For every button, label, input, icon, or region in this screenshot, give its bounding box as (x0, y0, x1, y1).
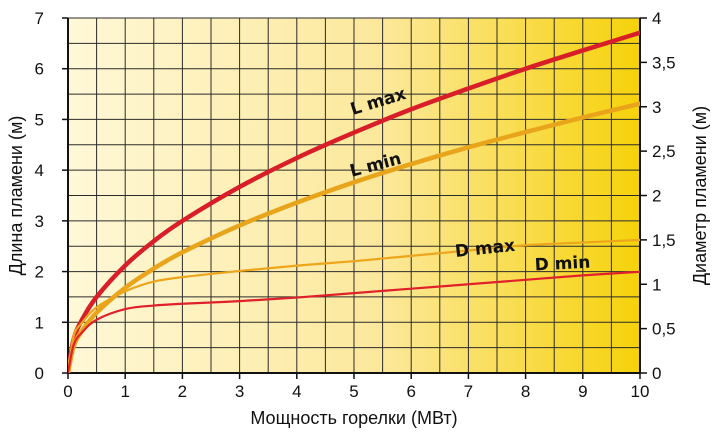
series-label-d-min: D min (534, 253, 591, 276)
x-tick-label: 3 (235, 382, 244, 401)
x-tick-label: 2 (178, 382, 187, 401)
y2-tick-label: 1,5 (652, 231, 676, 250)
y2-tick-label: 1 (652, 275, 661, 294)
y2-axis-title: Диаметр пламени (м) (690, 106, 710, 285)
y-tick-label: 2 (35, 263, 44, 282)
series-line-l-min (68, 101, 640, 373)
y-tick-label: 7 (35, 9, 44, 28)
y-tick-label: 3 (35, 212, 44, 231)
x-tick-label: 7 (464, 382, 473, 401)
y2-tick-label: 0,5 (652, 320, 676, 339)
x-axis-title: Мощность горелки (МВт) (250, 408, 457, 428)
x-tick-label: 8 (521, 382, 530, 401)
y2-tick-label: 4 (652, 9, 661, 28)
series-line-l-max (68, 30, 640, 373)
y-tick-label: 6 (35, 60, 44, 79)
y-tick-label: 4 (35, 161, 44, 180)
y-tick-label: 0 (35, 364, 44, 383)
y2-tick-label: 0 (652, 364, 661, 383)
series-lines (68, 30, 640, 373)
x-tick-label: 1 (120, 382, 129, 401)
y2-tick-label: 3,5 (652, 53, 676, 72)
y-axis-title: Длина пламени (м) (6, 116, 26, 276)
x-tick-label: 4 (292, 382, 301, 401)
series-line-d-min (68, 270, 640, 373)
x-tick-label: 10 (631, 382, 650, 401)
series-line-d-max (68, 238, 640, 373)
x-tick-label: 9 (578, 382, 587, 401)
y2-tick-label: 3 (652, 98, 661, 117)
y-tick-label: 5 (35, 110, 44, 129)
x-tick-label: 6 (406, 382, 415, 401)
x-tick-label: 0 (63, 382, 72, 401)
x-tick-label: 5 (349, 382, 358, 401)
grid (67, 17, 641, 374)
y2-tick-label: 2 (652, 187, 661, 206)
y2-tick-label: 2,5 (652, 142, 676, 161)
y-tick-label: 1 (35, 313, 44, 332)
